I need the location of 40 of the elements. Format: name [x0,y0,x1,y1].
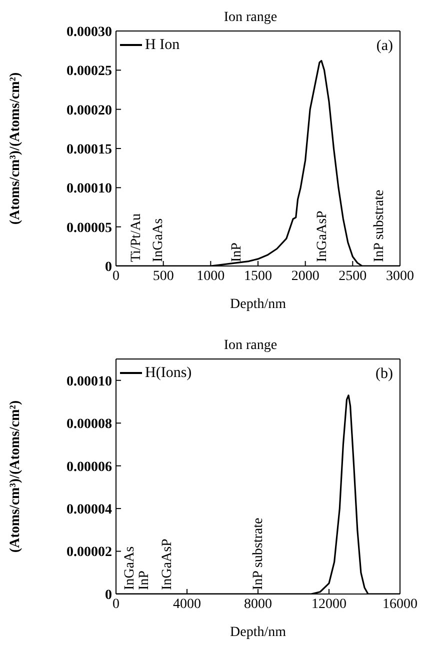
legend-label: H Ion [145,36,180,54]
x-axis-title: Depth/nm [230,297,286,312]
annotation: InGaAs [122,546,138,590]
y-tick-label: 0.00010 [66,182,112,197]
annotation: (b) [376,366,393,383]
annotation: Ti/Pt/Au [129,213,144,262]
y-tick-label: 0.00025 [66,64,112,80]
y-tick-label: 0.00010 [66,374,112,390]
chart-title: Ion range [222,338,278,354]
annotation: InGaAs [150,218,166,262]
annotation: InGaAsP [315,210,330,262]
y-tick-label: 0.00004 [66,502,112,518]
y-tick-label: 0.00008 [66,417,112,432]
x-tick-label: 8000 [244,596,272,612]
x-tick-label: 2000 [291,268,320,284]
x-tick-label: 4000 [173,596,201,612]
y-tick-label: 0.00002 [66,545,112,560]
annotation: InP substrate [372,190,388,262]
annotation: InP substrate [250,518,266,590]
y-tick-label: 0.00030 [66,24,112,40]
y-axis-title: (Atoms/cm³)/(Atoms/cm²) [8,400,23,553]
y-axis-title: (Atoms/cm³)/(Atoms/cm²) [8,72,23,225]
y-tick-label: 0.00020 [66,103,112,118]
chart-title: Ion range [222,10,278,26]
y-tick-label: 0.00006 [66,460,112,475]
y-tick-label: 0.00005 [66,220,112,236]
annotation: InP [136,570,152,590]
annotation: InP [230,242,245,262]
x-tick-label: 3000 [386,268,414,284]
y-tick-label: 0.00015 [66,142,112,158]
annotation: (a) [376,38,393,55]
x-tick-label: 1500 [244,268,272,284]
x-tick-label: 1000 [196,268,225,284]
x-tick-label: 12000 [312,596,346,612]
x-tick-label: 500 [152,268,174,284]
x-axis-title: Depth/nm [230,625,286,640]
x-tick-label: 16000 [382,596,418,612]
legend-label: H(Ions) [145,364,192,382]
x-tick-label: 2500 [338,268,367,284]
annotation: InGaAsP [160,538,175,590]
